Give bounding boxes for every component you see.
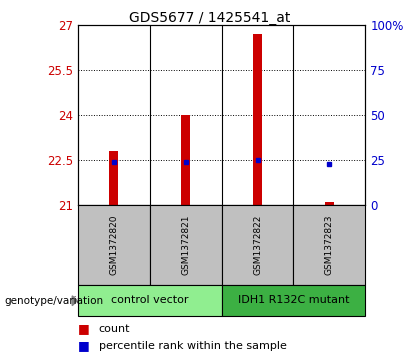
Bar — [294, 205, 365, 285]
Bar — [109, 151, 118, 205]
Bar — [150, 205, 222, 285]
Bar — [181, 115, 190, 205]
Bar — [78, 205, 150, 285]
Text: count: count — [99, 323, 130, 334]
Text: ■: ■ — [78, 339, 89, 352]
Text: GDS5677 / 1425541_at: GDS5677 / 1425541_at — [129, 11, 291, 25]
Text: percentile rank within the sample: percentile rank within the sample — [99, 340, 286, 351]
Text: GSM1372821: GSM1372821 — [181, 215, 190, 275]
Bar — [78, 285, 222, 316]
Text: GSM1372822: GSM1372822 — [253, 215, 262, 275]
Text: control vector: control vector — [111, 295, 189, 305]
Polygon shape — [72, 296, 77, 306]
Text: genotype/variation: genotype/variation — [4, 295, 103, 306]
Text: GSM1372820: GSM1372820 — [109, 215, 118, 275]
Text: ■: ■ — [78, 322, 89, 335]
Bar — [325, 202, 334, 205]
Bar — [253, 34, 262, 205]
Bar — [222, 285, 365, 316]
Bar — [222, 205, 294, 285]
Text: IDH1 R132C mutant: IDH1 R132C mutant — [238, 295, 349, 305]
Text: GSM1372823: GSM1372823 — [325, 215, 334, 275]
